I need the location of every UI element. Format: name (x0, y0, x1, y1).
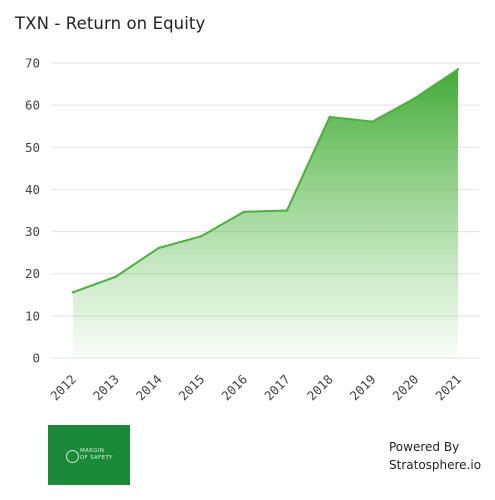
x-tick-label: 2016 (218, 372, 250, 404)
margin-of-safety-logo: MARGIN OF SAFETY (48, 425, 130, 485)
x-tick-label: 2013 (90, 372, 122, 404)
data-point-2019 (371, 120, 374, 123)
y-tick-label: 70 (25, 56, 40, 71)
data-point-2017 (285, 209, 289, 212)
data-point-2014 (157, 246, 160, 250)
chart-title: TXN - Return on Equity (15, 14, 206, 33)
powered-by-label: Powered By (389, 440, 460, 454)
chart-area: 0 10 20 30 40 50 60 70 2012 2013 2014 2015 2016 2017… (25, 56, 480, 404)
data-point-2020 (414, 96, 417, 100)
y-tick-label: 30 (25, 224, 40, 239)
x-tick-label: 2018 (304, 372, 336, 404)
logo-icon (66, 450, 79, 463)
data-points (71, 68, 460, 294)
y-tick-label: 50 (25, 140, 40, 155)
y-tick-label: 60 (25, 98, 40, 113)
y-tick-label: 20 (25, 266, 40, 281)
x-tick-label: 2014 (133, 372, 165, 404)
x-tick-label: 2012 (47, 372, 79, 404)
x-tick-label: 2019 (347, 372, 379, 404)
y-tick-label: 10 (25, 308, 40, 323)
data-point-2012 (71, 291, 75, 294)
logo-line-1: MARGIN (80, 448, 105, 454)
data-point-2018 (328, 115, 331, 119)
y-axis-ticks: 0 10 20 30 40 50 60 70 (25, 56, 40, 366)
y-tick-label: 0 (32, 351, 40, 366)
logo-text: MARGIN OF SAFETY (80, 448, 113, 462)
x-tick-label: 2020 (389, 372, 421, 404)
logo-line-2: OF SAFETY (80, 455, 113, 461)
stratosphere-link[interactable]: Stratosphere.io (389, 458, 482, 472)
powered-by: Powered By Stratosphere.io (389, 438, 481, 474)
x-axis-ticks: 2012 2013 2014 2015 2016 2017 2018 2019 2020 2021 (47, 372, 464, 404)
series-line (72, 68, 459, 294)
x-tick-label: 2015 (176, 372, 208, 404)
data-point-2013 (114, 275, 117, 278)
area-fill (73, 69, 458, 359)
data-point-2015 (200, 235, 203, 238)
data-point-2021 (456, 68, 460, 71)
x-tick-label: 2017 (261, 372, 293, 404)
x-tick-label: 2021 (432, 372, 464, 404)
y-tick-label: 40 (25, 182, 40, 197)
data-point-2016 (242, 210, 246, 213)
